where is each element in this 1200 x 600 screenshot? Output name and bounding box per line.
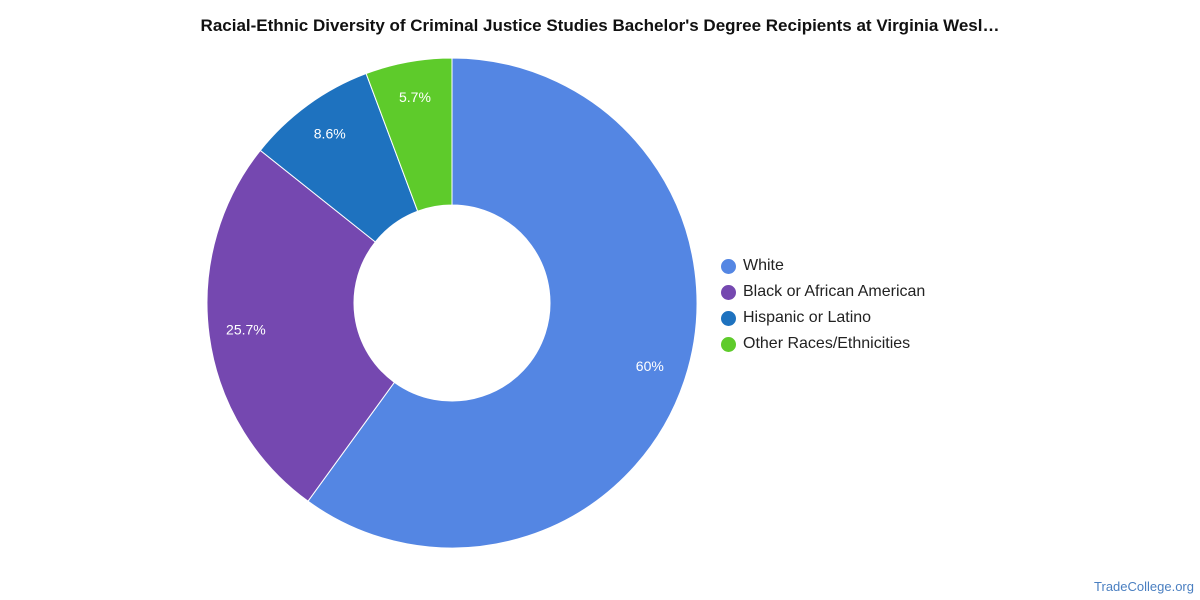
slice-label-black-or-african-american: 25.7% — [226, 322, 266, 338]
legend-label: Black or African American — [743, 283, 926, 300]
legend-label: White — [743, 257, 784, 274]
legend-label: Other Races/Ethnicities — [743, 335, 911, 352]
slice-other-races-ethnicities[interactable] — [365, 57, 453, 212]
legend-item-black-or-african-american[interactable]: Black or African American — [721, 279, 925, 305]
watermark: TradeCollege.org — [1094, 579, 1194, 594]
slice-black-or-african-american[interactable] — [206, 149, 396, 502]
legend-item-white[interactable]: White — [721, 253, 925, 279]
legend-item-other-races-ethnicities[interactable]: Other Races/Ethnicities — [721, 331, 925, 357]
chart-legend: White Black or African American Hispanic o… — [721, 253, 925, 357]
legend-item-hispanic-or-latino[interactable]: Hispanic or Latino — [721, 305, 925, 331]
slice-label-hispanic-or-latino: 8.6% — [314, 125, 346, 141]
slice-label-other-races-ethnicities: 5.7% — [399, 89, 431, 105]
legend-swatch-other-races-ethnicities — [721, 336, 736, 352]
legend-swatch-white — [721, 258, 736, 274]
chart-title: Racial-Ethnic Diversity of Criminal Just… — [200, 16, 1000, 35]
legend-swatch-hispanic-or-latino — [721, 310, 736, 326]
slice-label-white: 60% — [636, 358, 664, 374]
legend-swatch-black-or-african-american — [721, 284, 736, 300]
slice-white[interactable] — [307, 57, 698, 549]
legend-label: Hispanic or Latino — [743, 309, 872, 326]
